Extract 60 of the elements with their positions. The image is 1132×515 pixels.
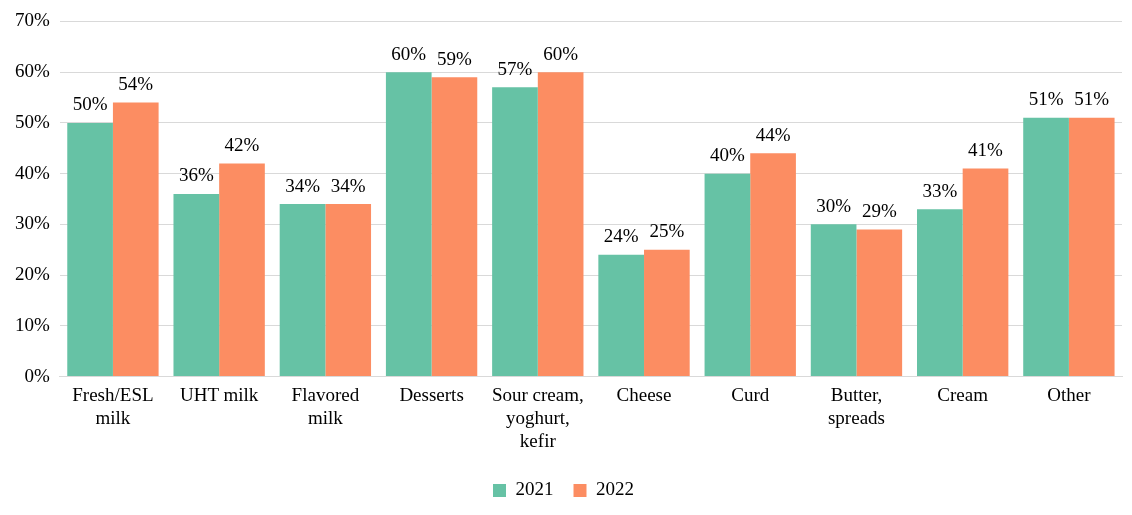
x-tick-label: Sour cream, yoghurt, kefir	[491, 383, 584, 451]
data-label: 29%	[861, 199, 897, 221]
data-label: 44%	[755, 123, 791, 145]
data-label: 60%	[543, 42, 579, 64]
y-tick-label: 70%	[15, 9, 50, 31]
data-label: 51%	[1028, 88, 1064, 110]
bar	[112, 102, 159, 377]
x-tick-label: Curd	[731, 383, 770, 405]
data-label: 50%	[72, 93, 108, 115]
bar	[1023, 117, 1069, 377]
bar	[385, 72, 432, 377]
data-label: 60%	[391, 42, 427, 64]
data-label: 34%	[330, 174, 366, 196]
data-label: 30%	[816, 194, 852, 216]
y-tick-label: 0%	[24, 364, 50, 386]
x-tick-label: Other	[1047, 383, 1092, 405]
bar	[1068, 117, 1115, 377]
x-tick-label: Cream	[937, 383, 989, 405]
bar	[644, 249, 690, 377]
data-label: 54%	[118, 73, 154, 95]
legend-label: 2022	[596, 478, 634, 500]
data-label: 24%	[603, 225, 639, 247]
y-tick-label: 50%	[15, 110, 50, 132]
data-label: 41%	[968, 139, 1004, 161]
data-label: 40%	[709, 144, 745, 166]
data-label: 51%	[1074, 88, 1110, 110]
bar	[219, 163, 265, 377]
data-label: 36%	[178, 164, 214, 186]
x-tick-label: Flavored milk	[291, 383, 360, 428]
x-tick-label: Desserts	[399, 383, 464, 405]
x-tick-label: UHT milk	[180, 383, 259, 405]
x-tick-label: Butter, spreads	[827, 383, 885, 428]
bar	[856, 229, 903, 377]
bar	[431, 77, 478, 377]
bar	[917, 209, 963, 377]
bar	[492, 87, 538, 377]
y-tick-label: 10%	[15, 313, 50, 335]
legend-label: 2021	[515, 478, 554, 500]
data-label: 33%	[922, 179, 958, 201]
bar	[810, 224, 857, 377]
data-label: 57%	[497, 57, 533, 79]
bar	[325, 204, 372, 377]
bar	[279, 204, 326, 377]
data-label: 34%	[285, 174, 321, 196]
bar	[67, 122, 113, 377]
y-tick-label: 30%	[15, 212, 50, 234]
bar	[704, 173, 751, 377]
x-tick-label: Cheese	[616, 383, 672, 405]
bar	[598, 254, 645, 377]
bar	[962, 168, 1009, 377]
data-label: 59%	[437, 47, 473, 69]
y-tick-label: 60%	[15, 60, 50, 82]
bar	[750, 153, 796, 377]
y-tick-label: 20%	[15, 263, 50, 285]
y-tick-label: 40%	[15, 161, 50, 183]
bar	[537, 72, 584, 377]
bar	[173, 193, 220, 377]
x-tick-label: Fresh/ESL milk	[72, 383, 154, 428]
data-label: 42%	[224, 133, 260, 155]
data-label: 25%	[649, 220, 685, 242]
